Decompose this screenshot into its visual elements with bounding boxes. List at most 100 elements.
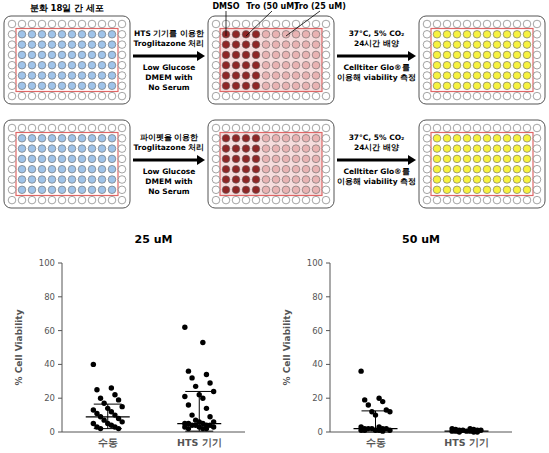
y-axis-label: % Cell Viability: [282, 309, 292, 385]
well: [282, 135, 290, 143]
well: [262, 72, 270, 80]
well: [58, 124, 66, 132]
treated-region: [220, 133, 322, 196]
well: [312, 186, 320, 194]
well: [423, 186, 431, 194]
plate: [419, 120, 545, 208]
well: [262, 186, 270, 194]
well: [28, 61, 36, 69]
well: [262, 155, 270, 163]
well: [212, 82, 220, 90]
well: [292, 186, 300, 194]
well: [78, 165, 86, 173]
well: [302, 124, 310, 132]
well: [312, 196, 320, 204]
well: [58, 20, 66, 28]
well: [533, 20, 541, 28]
well: [48, 155, 56, 163]
well: [433, 135, 441, 143]
well: [483, 155, 491, 163]
treatment-text: HTS 기기를 이용한: [134, 29, 204, 38]
well: [232, 41, 240, 49]
well: [423, 124, 431, 132]
well: [58, 196, 66, 204]
well: [523, 41, 531, 49]
center-line: [177, 423, 221, 424]
well: [58, 165, 66, 173]
well: [513, 20, 521, 28]
well: [513, 186, 521, 194]
error-cap-low: [362, 432, 390, 433]
well: [423, 155, 431, 163]
well: [302, 41, 310, 49]
well: [68, 165, 76, 173]
x-tick-label: 수동: [98, 437, 118, 448]
well: [302, 135, 310, 143]
well: [292, 155, 300, 163]
well: [453, 20, 461, 28]
well: [68, 135, 76, 143]
well: [473, 92, 481, 100]
well: [433, 165, 441, 173]
well: [232, 165, 240, 173]
point: [182, 325, 187, 330]
well: [282, 51, 290, 59]
well: [38, 155, 46, 163]
well: [282, 61, 290, 69]
well: [108, 72, 116, 80]
well: [252, 51, 260, 59]
well: [68, 92, 76, 100]
well: [232, 186, 240, 194]
well: [262, 124, 270, 132]
well: [272, 165, 280, 173]
x-tick-label: HTS 기기: [444, 437, 489, 448]
well: [282, 41, 290, 49]
pointer: [246, 11, 272, 36]
plate: [208, 16, 334, 104]
well: [312, 145, 320, 153]
well: [473, 61, 481, 69]
well: [483, 145, 491, 153]
well: [272, 61, 280, 69]
well: [252, 165, 260, 173]
well: [433, 145, 441, 153]
well: [212, 196, 220, 204]
well: [118, 51, 126, 59]
well: [232, 176, 240, 184]
well: [433, 92, 441, 100]
well: [18, 196, 26, 204]
y-tick-label: 20: [44, 393, 55, 403]
well: [78, 61, 86, 69]
well: [503, 145, 511, 153]
well: [483, 176, 491, 184]
y-axis: [62, 263, 63, 432]
well: [8, 135, 16, 143]
well: [252, 196, 260, 204]
y-tick: [326, 296, 330, 297]
well: [118, 165, 126, 173]
well: [443, 124, 451, 132]
well: [108, 135, 116, 143]
well: [322, 165, 330, 173]
well: [18, 135, 26, 143]
well: [272, 82, 280, 90]
well: [48, 72, 56, 80]
well: [302, 196, 310, 204]
well: [262, 196, 270, 204]
well: [8, 20, 16, 28]
well: [232, 135, 240, 143]
well: [242, 176, 250, 184]
well: [292, 51, 300, 59]
well: [48, 61, 56, 69]
well: [18, 31, 26, 39]
well: [282, 72, 290, 80]
well: [212, 72, 220, 80]
well: [38, 176, 46, 184]
well: [433, 72, 441, 80]
well: [322, 155, 330, 163]
well: [108, 155, 116, 163]
well: [503, 165, 511, 173]
well: [533, 72, 541, 80]
well: [38, 41, 46, 49]
well: [48, 196, 56, 204]
